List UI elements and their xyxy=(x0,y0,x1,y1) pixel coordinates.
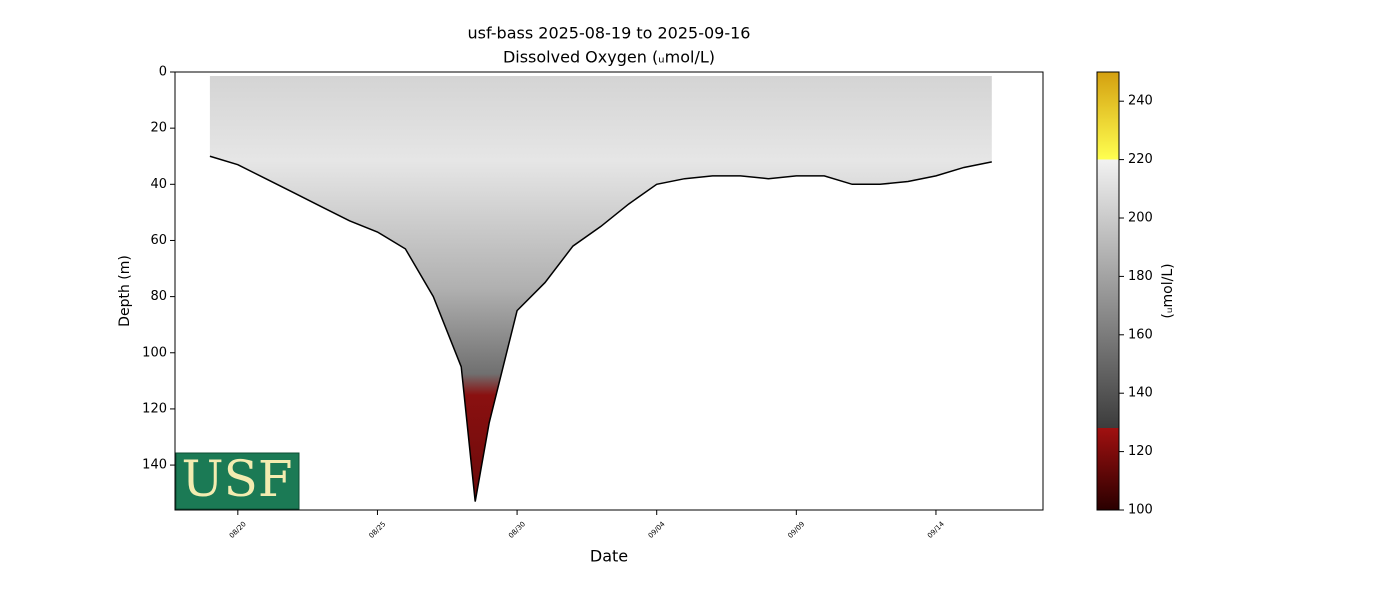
x-tick-label: 09/14 xyxy=(926,520,946,540)
plot-area xyxy=(209,76,992,502)
y-tick-label: 20 xyxy=(150,121,167,136)
x-tick-label: 09/09 xyxy=(786,520,806,540)
y-tick-label: 120 xyxy=(142,401,167,416)
chart-title: usf-bass 2025-08-19 to 2025-09-16 xyxy=(468,24,751,43)
x-tick-label: 08/20 xyxy=(228,520,248,540)
y-tick-label: 80 xyxy=(150,289,167,304)
logo: USF xyxy=(181,450,292,508)
x-tick-label: 08/25 xyxy=(367,520,387,540)
colorbar-tick-label: 160 xyxy=(1128,327,1153,342)
y-tick-label: 0 xyxy=(159,65,167,80)
x-axis-label: Date xyxy=(590,547,628,566)
colorbar-tick-label: 120 xyxy=(1128,444,1153,459)
chart-subtitle: Dissolved Oxygen (ᵤmol/L) xyxy=(503,48,715,67)
colorbar-tick-label: 240 xyxy=(1128,94,1153,109)
logo-box xyxy=(175,452,300,510)
plot-frame xyxy=(174,71,1044,511)
y-axis-label: Depth (m) xyxy=(117,255,133,327)
y-tick-label: 40 xyxy=(150,177,167,192)
colorbar-tick-label: 100 xyxy=(1128,503,1153,518)
colorbar-tick-label: 220 xyxy=(1128,152,1153,167)
max-depth-line xyxy=(209,155,992,502)
colorbar-tick-label: 140 xyxy=(1128,386,1153,401)
colorbar-tick-label: 200 xyxy=(1128,211,1153,226)
y-tick-label: 100 xyxy=(142,345,167,360)
x-tick-label: 08/30 xyxy=(507,520,527,540)
x-tick-label: 09/04 xyxy=(647,520,667,540)
y-tick-label: 140 xyxy=(142,458,167,473)
y-tick-label: 60 xyxy=(150,233,167,248)
oxygen-field xyxy=(209,76,992,502)
colorbar xyxy=(1096,71,1120,511)
colorbar-label: (ᵤmol/L) xyxy=(1160,263,1176,318)
colorbar-tick-label: 180 xyxy=(1128,269,1153,284)
